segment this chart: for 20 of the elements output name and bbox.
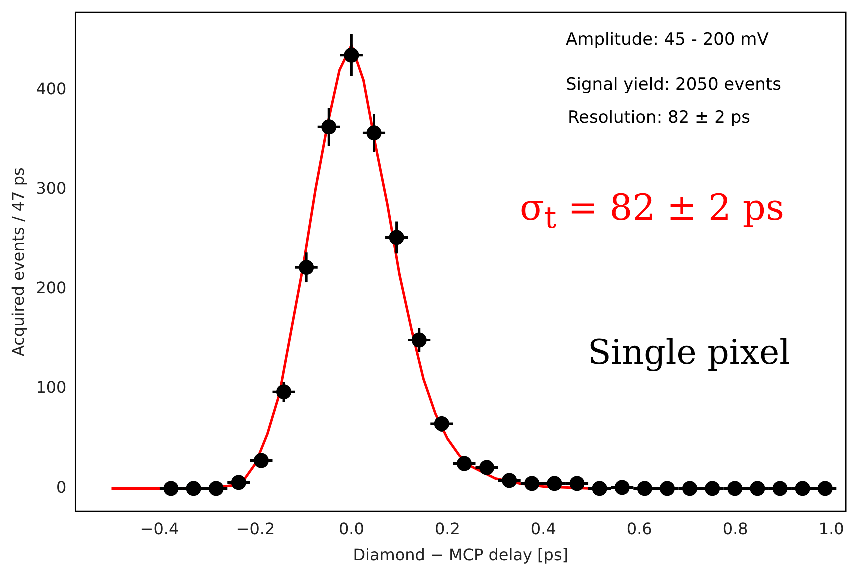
x-tick-label: 0.2: [434, 519, 460, 538]
annotation: Single pixel: [588, 333, 790, 373]
x-tick-label: 0.4: [530, 519, 556, 538]
y-axis-title: Acquired events / 47 ps: [8, 168, 28, 357]
y-tick-label: 100: [36, 378, 67, 398]
annotation: Amplitude: 45 - 200 mV: [566, 30, 769, 50]
x-tick-label: 0.6: [626, 519, 652, 538]
x-tick-label: −0.4: [140, 519, 180, 538]
annotation: σ$_{t}$ = 82 ± 2 ps: [520, 188, 784, 236]
y-tick-label: 0: [56, 478, 67, 497]
annotation: Resolution: 82 ± 2 ps: [568, 108, 751, 128]
x-tick-label: 0.8: [722, 519, 748, 538]
y-tick-label: 200: [36, 278, 67, 298]
annotation: Signal yield: 2050 events: [566, 75, 782, 95]
x-axis-title: Diamond − MCP delay [ps]: [353, 546, 569, 565]
y-tick-label: 400: [36, 79, 67, 98]
x-tick-label: 1.0: [818, 519, 844, 538]
x-tick-label: 0.0: [338, 519, 364, 538]
y-tick-label: 300: [36, 179, 67, 198]
x-tick-label: −0.2: [236, 519, 276, 538]
